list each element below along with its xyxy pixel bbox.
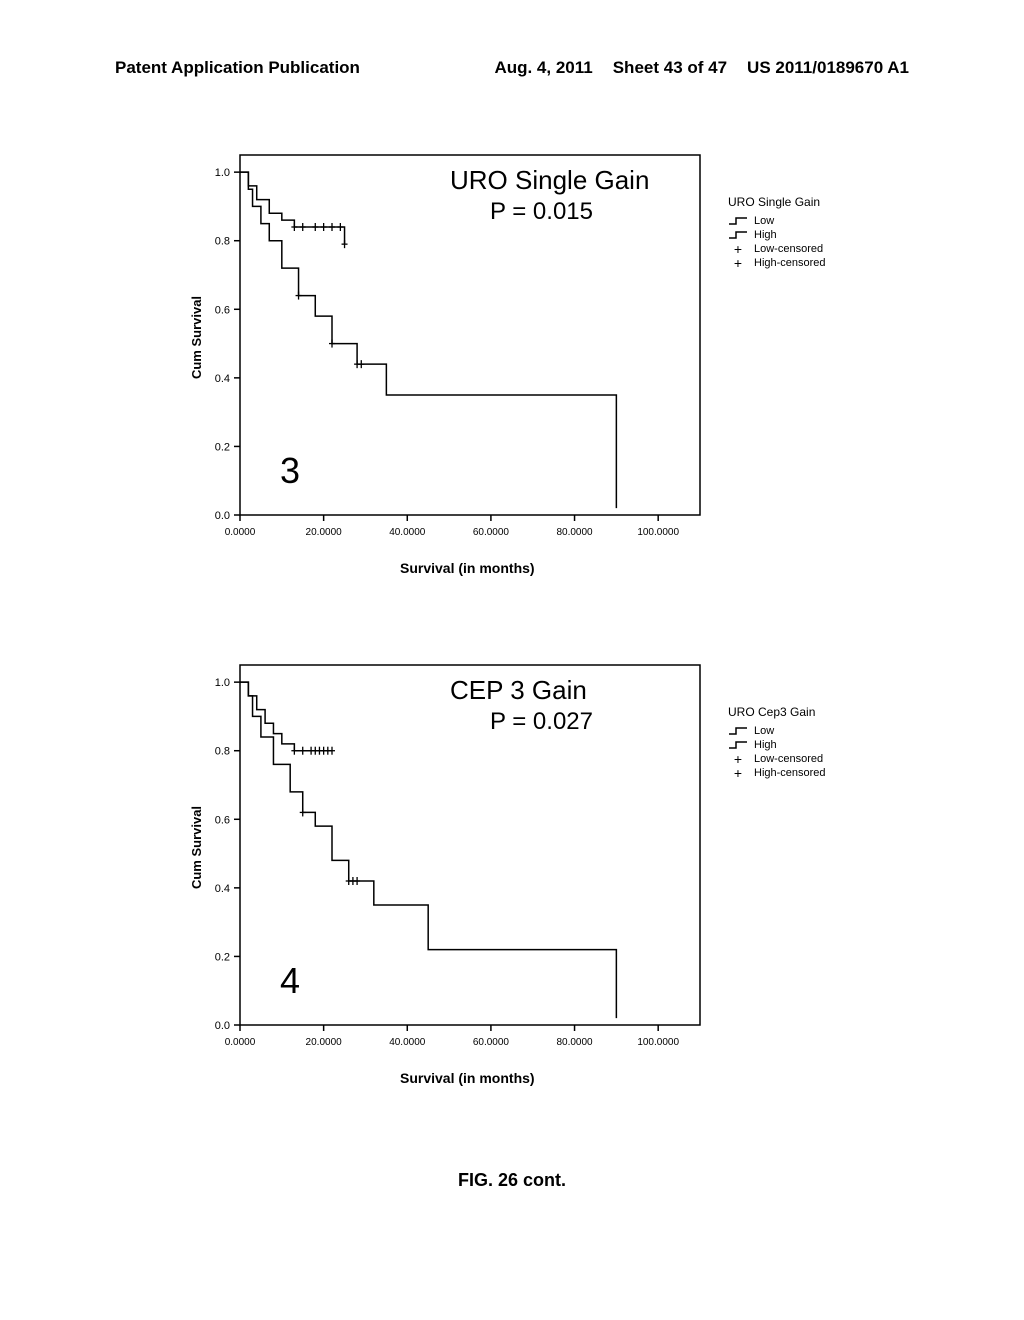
svg-text:0.8: 0.8	[215, 746, 230, 758]
chart1-legend: URO Single Gain Low High + Low-censored …	[728, 195, 826, 271]
legend-label: High-censored	[754, 767, 826, 779]
legend-item: Low	[728, 215, 826, 227]
legend-item: + High-censored	[728, 257, 826, 269]
legend-label: High-censored	[754, 257, 826, 269]
chart-panel-4: 0.0 0.2 0.4 0.6 0.8 1.0 0.0000 20.0000 40.0000 60…	[0, 650, 1024, 1130]
header-date: Aug. 4, 2011	[494, 58, 592, 78]
chart1-panel-number: 3	[280, 450, 300, 492]
km-chart-1: 0.0 0.2 0.4 0.6 0.8 1.0 0.0000 20.0000 40.0000 60…	[195, 140, 715, 570]
step-icon	[728, 216, 748, 226]
chart2-ylabel: Cum Survival	[189, 806, 204, 889]
header-left: Patent Application Publication	[115, 58, 360, 78]
chart1-ylabel: Cum Survival	[189, 296, 204, 379]
figure-caption: FIG. 26 cont.	[0, 1170, 1024, 1191]
legend-item: + Low-censored	[728, 753, 826, 765]
svg-text:0.2: 0.2	[215, 951, 230, 963]
plus-icon: +	[728, 244, 748, 254]
svg-text:60.0000: 60.0000	[473, 527, 510, 538]
chart2-panel-number: 4	[280, 960, 300, 1002]
content-area: 0.00.20.40.60.81.00.000020.000040.000060…	[0, 140, 1024, 1191]
header-pubno: US 2011/0189670 A1	[747, 58, 909, 78]
svg-text:0.0: 0.0	[215, 1020, 230, 1032]
legend-label: Low	[754, 215, 774, 227]
svg-text:40.0000: 40.0000	[389, 527, 426, 538]
svg-text:100.0000: 100.0000	[637, 527, 679, 538]
legend-item: + Low-censored	[728, 243, 826, 255]
svg-text:20.0000: 20.0000	[306, 527, 343, 538]
svg-text:1.0: 1.0	[215, 677, 230, 689]
legend-label: Low-censored	[754, 753, 823, 765]
chart1-xlabel: Survival (in months)	[400, 560, 535, 576]
chart1-pvalue: P = 0.015	[490, 198, 593, 226]
legend-label: Low-censored	[754, 243, 823, 255]
svg-text:40.0000: 40.0000	[389, 1037, 426, 1048]
legend-label: High	[754, 229, 777, 241]
svg-text:0.6: 0.6	[215, 304, 230, 316]
svg-text:0.4: 0.4	[215, 373, 230, 385]
svg-text:0.8: 0.8	[215, 236, 230, 248]
plus-icon: +	[728, 754, 748, 764]
svg-text:60.0000: 60.0000	[473, 1037, 510, 1048]
legend-item: High	[728, 739, 826, 751]
legend-item: + High-censored	[728, 767, 826, 779]
chart2-title: CEP 3 Gain	[450, 675, 587, 706]
svg-text:20.0000: 20.0000	[306, 1037, 343, 1048]
svg-text:0.6: 0.6	[215, 814, 230, 826]
km-chart-2: 0.0 0.2 0.4 0.6 0.8 1.0 0.0000 20.0000 40.0000 60…	[195, 650, 715, 1080]
chart2-pvalue: P = 0.027	[490, 708, 593, 736]
svg-text:0.4: 0.4	[215, 883, 230, 895]
svg-text:80.0000: 80.0000	[556, 1037, 593, 1048]
svg-text:0.0: 0.0	[215, 510, 230, 522]
chart2-xlabel: Survival (in months)	[400, 1070, 535, 1086]
svg-text:1.0: 1.0	[215, 167, 230, 179]
legend-label: High	[754, 739, 777, 751]
chart1-title: URO Single Gain	[450, 165, 649, 196]
chart-panel-3: 0.0 0.2 0.4 0.6 0.8 1.0 0.0000 20.0000 40.0000 60…	[0, 140, 1024, 620]
svg-text:0.2: 0.2	[215, 441, 230, 453]
step-icon	[728, 230, 748, 240]
plus-icon: +	[728, 258, 748, 268]
legend-item: Low	[728, 725, 826, 737]
page-header: Patent Application Publication Aug. 4, 2…	[0, 58, 1024, 78]
legend-label: Low	[754, 725, 774, 737]
svg-text:0.0000: 0.0000	[225, 527, 256, 538]
header-sheet: Sheet 43 of 47	[613, 58, 727, 78]
svg-text:80.0000: 80.0000	[556, 527, 593, 538]
step-icon	[728, 740, 748, 750]
chart1-legend-title: URO Single Gain	[728, 195, 826, 209]
chart2-legend-title: URO Cep3 Gain	[728, 705, 826, 719]
step-icon	[728, 726, 748, 736]
svg-text:0.0000: 0.0000	[225, 1037, 256, 1048]
chart2-legend: URO Cep3 Gain Low High + Low-censored + …	[728, 705, 826, 781]
legend-item: High	[728, 229, 826, 241]
plus-icon: +	[728, 768, 748, 778]
svg-text:100.0000: 100.0000	[637, 1037, 679, 1048]
